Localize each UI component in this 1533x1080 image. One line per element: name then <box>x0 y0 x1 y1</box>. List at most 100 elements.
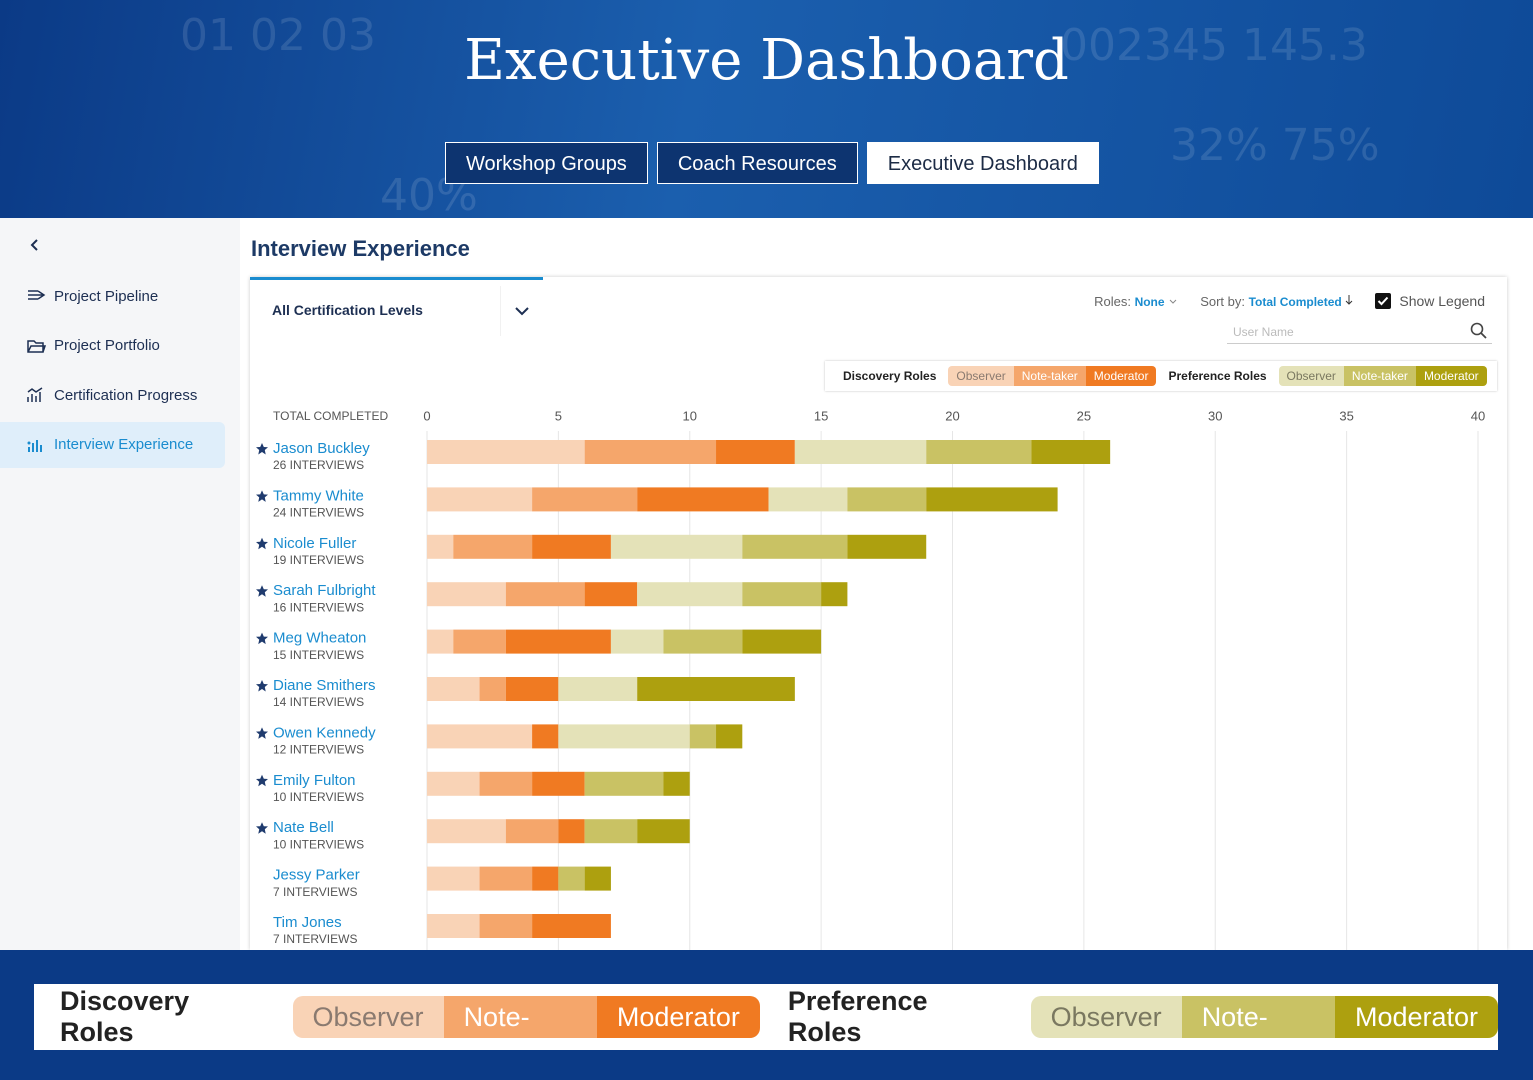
legend-toggle[interactable]: Show Legend <box>1375 293 1485 309</box>
x-tick-label: 30 <box>1208 408 1222 423</box>
row-name: Tim Jones <box>273 914 342 931</box>
star-icon <box>256 774 268 787</box>
bar-segment <box>532 487 638 512</box>
legend-item: Note-taker <box>1013 366 1086 386</box>
legend-group-title: Discovery Roles <box>843 369 937 383</box>
star-icon <box>256 443 268 455</box>
legend-large: Discovery RolesObserverNote-takerModerat… <box>34 984 1499 1050</box>
sort-label: Sort by: <box>1200 293 1245 309</box>
filter-label: All Certification Levels <box>272 302 423 318</box>
bar-segment <box>427 771 480 796</box>
bar-segment <box>427 677 480 701</box>
star-icon <box>256 680 268 692</box>
bar-segment <box>427 534 454 559</box>
row-name: Emily Fulton <box>273 772 356 789</box>
controls: Roles: None Sort by: Total Completed Sho… <box>1094 293 1485 309</box>
bar-segment <box>505 677 559 701</box>
legend-item: Moderator <box>1085 366 1157 386</box>
bar-segment <box>926 440 1032 464</box>
sidebar-item[interactable]: Project Pipeline <box>0 273 225 319</box>
legend-group-title: Preference Roles <box>1168 369 1267 383</box>
filter-dropdown[interactable]: All Certification Levels <box>250 277 543 340</box>
sidebar-item[interactable]: Certification Progress <box>0 372 225 418</box>
checkbox <box>1375 293 1392 309</box>
row-subtitle: 26 INTERVIEWS <box>273 458 364 472</box>
axis-label: TOTAL COMPLETED <box>273 409 388 423</box>
bar-segment <box>505 819 559 844</box>
star-icon <box>256 822 268 834</box>
bar-segment <box>637 677 795 701</box>
bar-segment <box>742 629 822 654</box>
row-subtitle: 14 INTERVIEWS <box>273 695 364 709</box>
bar-segment <box>532 771 585 796</box>
legend-item: Observer <box>948 366 1014 386</box>
bar-segment <box>479 677 506 701</box>
caret-icon <box>1169 299 1177 304</box>
bar-segment <box>768 487 848 512</box>
tab-bar: Workshop Groups Coach Resources Executive … <box>445 142 1099 184</box>
sidebar-icon <box>27 439 42 452</box>
dropdown-icon <box>500 286 529 336</box>
bar-segment <box>663 771 690 796</box>
legend-item: Observer <box>1278 366 1344 386</box>
sidebar-label: Interview Experience <box>54 436 194 453</box>
nav-tab[interactable]: Workshop Groups <box>445 142 648 184</box>
bar-segment <box>558 677 638 701</box>
sidebar-item[interactable]: Interview Experience <box>0 421 225 468</box>
legend-item: Note-taker <box>1343 366 1416 386</box>
nav-tab[interactable]: Executive Dashboard <box>866 142 1099 184</box>
x-tick-label: 15 <box>814 408 828 423</box>
row-name: Sarah Fulbright <box>273 582 376 599</box>
bar-segment <box>847 487 927 512</box>
star-icon <box>256 585 268 597</box>
bar-segment <box>427 819 506 844</box>
x-tick-label: 40 <box>1471 408 1485 423</box>
bar-segment <box>663 629 743 654</box>
section-title: Interview Experience <box>251 236 470 261</box>
row-name: Nate Bell <box>273 819 334 836</box>
collapse-icon[interactable] <box>28 238 42 252</box>
bar-segment <box>637 819 690 844</box>
legend-item: Observer <box>292 996 444 1038</box>
x-tick-label: 25 <box>1077 408 1091 423</box>
bar-segment <box>427 866 480 891</box>
bar-segment <box>847 534 927 559</box>
page-title: Executive Dashboard <box>464 28 1069 93</box>
sidebar-icon <box>27 339 46 353</box>
bar-segment <box>427 724 533 749</box>
legend-item: Note-taker <box>1181 996 1335 1038</box>
legend-item: Moderator <box>1415 366 1487 386</box>
x-tick-label: 0 <box>423 408 430 423</box>
bar-segment <box>584 771 664 796</box>
row-subtitle: 7 INTERVIEWS <box>273 885 357 899</box>
row-name: Jessy Parker <box>273 867 360 884</box>
bar-segment <box>1031 440 1111 464</box>
row-subtitle: 10 INTERVIEWS <box>273 790 364 804</box>
sidebar-item[interactable]: Project Portfolio <box>0 323 225 369</box>
x-tick-label: 20 <box>945 408 959 423</box>
bar-segment <box>427 440 585 464</box>
bar-segment <box>427 914 480 938</box>
bar-segment <box>532 866 559 891</box>
bar-segment <box>505 582 585 607</box>
x-tick-label: 10 <box>683 408 697 423</box>
row-name: Owen Kennedy <box>273 724 376 741</box>
bar-segment <box>479 914 533 938</box>
row-subtitle: 10 INTERVIEWS <box>273 837 364 851</box>
row-subtitle: 7 INTERVIEWS <box>273 932 357 946</box>
nav-tab[interactable]: Coach Resources <box>656 142 858 184</box>
bar-segment <box>637 582 743 607</box>
bar-segment <box>479 771 533 796</box>
legend: Discovery Roles Observer Note-taker Moderat… <box>825 361 1497 391</box>
roles-control[interactable]: Roles: None <box>1094 294 1178 309</box>
sort-arrow-icon <box>1346 294 1353 305</box>
sort-control[interactable]: Sort by: Total Completed <box>1200 294 1353 309</box>
search-input[interactable]: User Name <box>1227 320 1492 344</box>
row-name: Jason Buckley <box>273 440 370 457</box>
bar-segment <box>584 440 717 464</box>
roles-value: None <box>1134 294 1165 309</box>
sidebar-icon <box>27 387 43 402</box>
bar-segment <box>558 866 585 891</box>
